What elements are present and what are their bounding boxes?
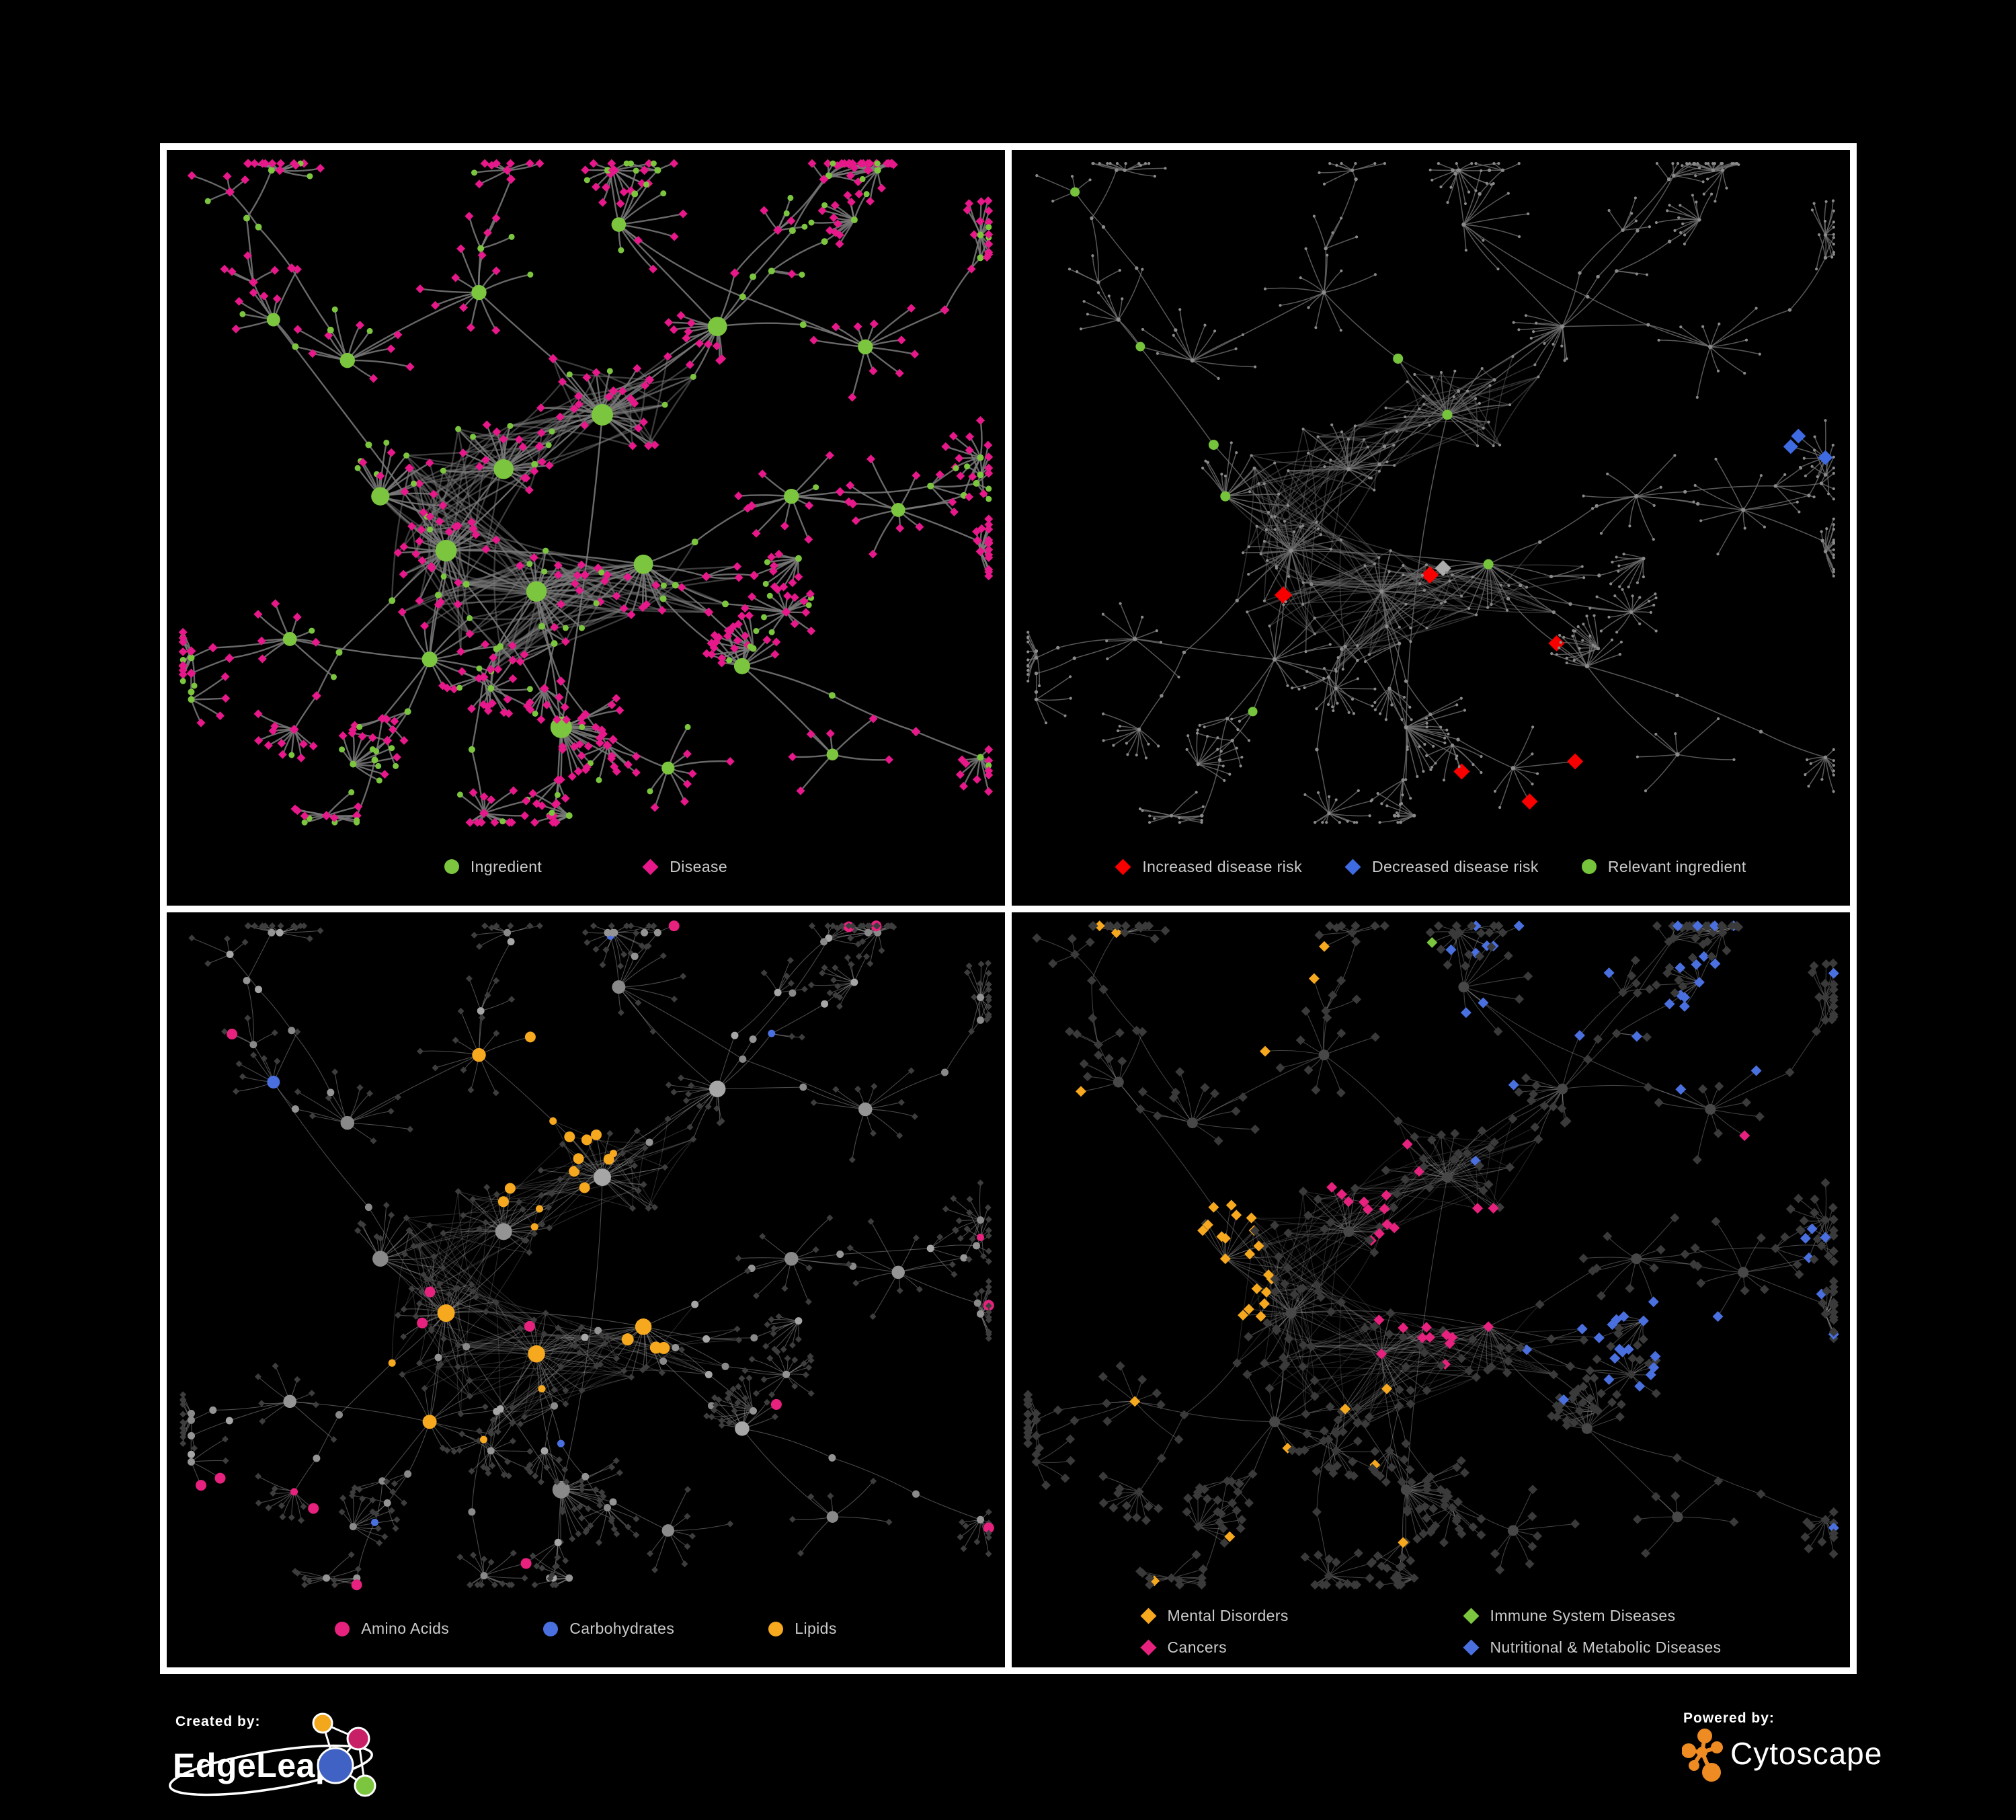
cytoscape-credit: Powered by: Cytoscape: [1681, 1710, 1884, 1794]
legend-item-disease: Disease: [642, 857, 728, 876]
legend-macronutrients: Amino Acids Carbohydrates Lipids: [167, 1620, 1005, 1638]
legend-item-nutritional-metabolic-diseases: Nutritional & Metabolic Diseases: [1463, 1638, 1722, 1657]
immune-system-diseases-swatch-icon: [1463, 1608, 1480, 1624]
edgeleap-credit: Created by: EdgeLeap: [163, 1708, 392, 1813]
legend-item-ingredient: Ingredient: [444, 858, 542, 876]
network-disease-risk: [1026, 162, 1835, 824]
legend-label: Decreased disease risk: [1371, 857, 1539, 875]
legend-item-increased-risk: Increased disease risk: [1115, 858, 1302, 876]
legend-label: Lipids: [795, 1620, 837, 1637]
edgeleap-network-icon: [312, 1712, 376, 1797]
cytoscape-wordmark: Cytoscape: [1730, 1736, 1882, 1771]
legend-label: Amino Acids: [361, 1620, 450, 1637]
disease-swatch-icon: [642, 858, 659, 875]
legend-grid: Mental Disorders Immune System Diseases …: [1140, 1607, 1722, 1657]
legend-item-decreased-risk: Decreased disease risk: [1344, 857, 1539, 876]
legend-label: Relevant ingredient: [1607, 857, 1746, 875]
network-ingredient-disease: [178, 159, 994, 827]
legend-ingredient-disease: Ingredient Disease: [167, 858, 1005, 876]
decreased-risk-swatch-icon: [1344, 858, 1361, 875]
cytoscape-logo: Powered by: Cytoscape: [1681, 1710, 1882, 1782]
legend-disease-classes: Mental Disorders Immune System Diseases …: [1012, 1607, 1850, 1657]
edgeleap-swoosh: [169, 1744, 373, 1796]
legend-label: Carbohydrates: [569, 1620, 675, 1637]
created-by-label: Created by:: [175, 1714, 261, 1729]
network-macronutrients: [179, 920, 994, 1590]
edgeleap-wordmark: EdgeLeap: [173, 1747, 336, 1784]
mental-disorders-swatch-icon: [1140, 1608, 1157, 1624]
increased-risk-swatch-icon: [1115, 858, 1131, 875]
carbohydrates-swatch-icon: [543, 1621, 559, 1636]
panel-ingredient-disease: Ingredient Disease: [167, 150, 1005, 906]
powered-by-label: Powered by:: [1683, 1710, 1775, 1726]
edgeleap-logo: Created by: EdgeLeap: [169, 1712, 376, 1797]
ingredient-swatch-icon: [444, 859, 459, 874]
network-disease-classes: [1023, 920, 1839, 1589]
panel-macronutrients: Amino Acids Carbohydrates Lipids: [167, 912, 1005, 1667]
relevant-ingredient-swatch-icon: [1581, 859, 1597, 874]
legend-label: Cancers: [1167, 1638, 1227, 1656]
cytoscape-network-icon: [1681, 1729, 1723, 1782]
legend-item-immune-system-diseases: Immune System Diseases: [1463, 1607, 1722, 1625]
legend-label: Disease: [670, 857, 728, 875]
legend-item-lipids: Lipids: [768, 1620, 837, 1638]
cancers-swatch-icon: [1140, 1639, 1157, 1656]
legend-item-relevant-ingredient: Relevant ingredient: [1581, 857, 1746, 876]
legend-label: Ingredient: [470, 857, 542, 875]
legend-label: Immune System Diseases: [1490, 1607, 1676, 1624]
amino-acids-swatch-icon: [335, 1621, 350, 1636]
panel-disease-classes: Mental Disorders Immune System Diseases …: [1012, 912, 1850, 1667]
legend-item-mental-disorders: Mental Disorders: [1140, 1607, 1437, 1625]
figure-grid: Ingredient Disease Increased disease ris…: [160, 143, 1857, 1674]
legend-item-cancers: Cancers: [1140, 1638, 1437, 1657]
legend-item-carbohydrates: Carbohydrates: [543, 1620, 674, 1638]
legend-item-amino-acids: Amino Acids: [335, 1620, 449, 1638]
legend-label: Mental Disorders: [1167, 1607, 1289, 1624]
lipids-swatch-icon: [768, 1621, 784, 1636]
panel-disease-risk: Increased disease risk Decreased disease…: [1012, 150, 1850, 906]
legend-label: Nutritional & Metabolic Diseases: [1490, 1638, 1722, 1656]
nutritional-metabolic-diseases-swatch-icon: [1463, 1639, 1480, 1656]
legend-label: Increased disease risk: [1142, 857, 1302, 875]
legend-disease-risk: Increased disease risk Decreased disease…: [1012, 858, 1850, 876]
